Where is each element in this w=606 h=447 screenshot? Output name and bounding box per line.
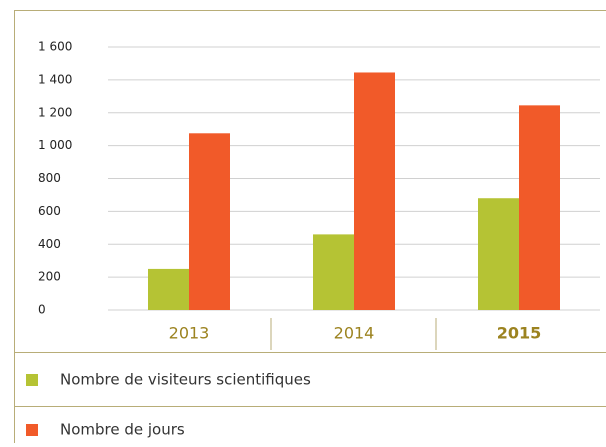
x-tick-label: 2014 bbox=[334, 324, 375, 343]
legend-label: Nombre de jours bbox=[60, 421, 185, 439]
bar bbox=[519, 105, 560, 310]
y-tick-label: 1 400 bbox=[38, 72, 72, 86]
y-tick-label: 0 bbox=[38, 303, 46, 317]
y-tick-label: 400 bbox=[38, 237, 61, 251]
bar bbox=[189, 133, 230, 310]
bar bbox=[478, 198, 519, 310]
bar bbox=[354, 72, 395, 310]
legend-swatch bbox=[26, 424, 38, 436]
y-tick-label: 1 600 bbox=[38, 40, 72, 54]
y-tick-label: 800 bbox=[38, 171, 61, 185]
x-tick-label: 2013 bbox=[169, 324, 210, 343]
legend-swatch bbox=[26, 374, 38, 386]
y-tick-label: 1 200 bbox=[38, 105, 72, 119]
y-tick-label: 200 bbox=[38, 270, 61, 284]
x-tick-label: 2015 bbox=[497, 324, 542, 343]
y-tick-label: 600 bbox=[38, 204, 61, 218]
bar bbox=[148, 269, 189, 310]
y-tick-label: 1 000 bbox=[38, 138, 72, 152]
legend-label: Nombre de visiteurs scientifiques bbox=[60, 371, 311, 389]
bar bbox=[313, 234, 354, 310]
